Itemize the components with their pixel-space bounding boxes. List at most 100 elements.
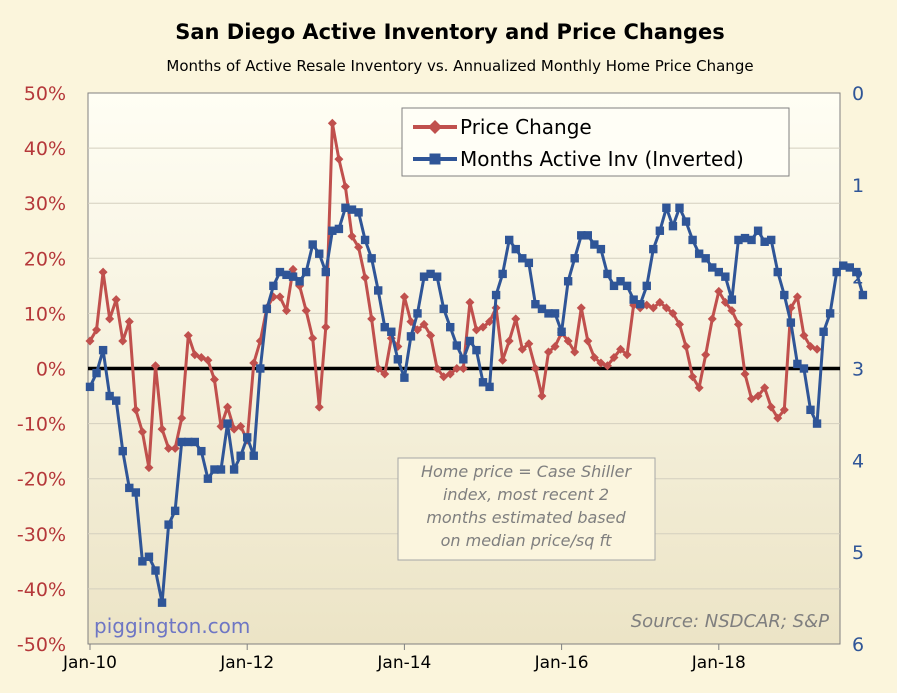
x-tick-label: Jan-18 xyxy=(691,653,746,673)
data-point xyxy=(498,355,508,365)
data-point xyxy=(740,233,750,243)
data-point xyxy=(196,352,206,362)
data-point xyxy=(511,244,520,254)
data-point xyxy=(157,598,167,607)
data-point xyxy=(760,237,769,246)
data-point xyxy=(753,226,763,235)
data-point xyxy=(590,240,599,249)
data-point xyxy=(118,446,127,456)
data-point xyxy=(792,292,802,302)
data-point xyxy=(112,396,121,405)
data-point xyxy=(170,443,180,453)
x-tick-label: Jan-14 xyxy=(376,653,431,673)
data-point xyxy=(131,405,141,415)
data-point xyxy=(642,281,651,291)
data-point xyxy=(177,413,187,423)
data-point xyxy=(236,421,246,431)
data-point xyxy=(354,242,364,252)
x-axis: Jan-10 Jan-12 Jan-14 Jan-16 Jan-18 xyxy=(62,644,746,673)
data-point xyxy=(675,319,684,329)
data-point xyxy=(511,314,521,324)
data-point xyxy=(734,235,743,245)
data-point xyxy=(249,451,258,460)
data-point xyxy=(786,318,796,327)
data-point xyxy=(452,364,462,373)
data-point xyxy=(688,372,698,382)
legend-label-price: Price Change xyxy=(460,115,592,139)
data-point xyxy=(275,267,285,277)
data-point xyxy=(262,304,272,314)
data-point xyxy=(570,347,580,357)
data-point xyxy=(622,350,632,360)
data-point xyxy=(380,322,389,332)
data-point xyxy=(616,277,625,286)
data-point xyxy=(550,341,560,351)
data-point xyxy=(426,269,435,279)
data-point xyxy=(347,205,357,214)
note-line-4: on median price/sq ft xyxy=(441,531,613,550)
data-point xyxy=(256,364,265,373)
data-point xyxy=(164,443,174,453)
data-point xyxy=(419,319,429,329)
x-tick-label: Jan-16 xyxy=(534,653,589,673)
data-point xyxy=(478,322,488,332)
data-point xyxy=(648,303,658,313)
data-point xyxy=(812,419,822,428)
data-point xyxy=(629,295,638,304)
left-tick-label: 0% xyxy=(36,359,66,381)
data-point xyxy=(282,306,291,316)
note-line-2: index, most recent 2 xyxy=(443,485,609,504)
data-point xyxy=(760,383,770,393)
data-point xyxy=(400,373,409,382)
right-tick-label: 1 xyxy=(852,175,864,197)
series-line xyxy=(88,121,818,470)
note-border xyxy=(397,457,656,561)
right-tick-label: 4 xyxy=(852,450,864,472)
data-point xyxy=(314,402,324,412)
right-tick-label: 5 xyxy=(852,542,864,564)
data-point xyxy=(681,341,691,351)
data-point xyxy=(537,304,547,314)
data-point xyxy=(858,290,868,300)
data-point xyxy=(550,309,560,318)
data-point xyxy=(236,451,245,460)
data-point xyxy=(636,300,645,309)
data-point xyxy=(655,226,665,235)
data-point xyxy=(583,231,592,240)
data-point xyxy=(85,336,95,346)
x-tick-label: Jan-12 xyxy=(219,653,274,673)
data-point xyxy=(210,465,219,474)
data-point xyxy=(780,290,789,300)
data-point xyxy=(393,355,403,364)
data-point xyxy=(157,424,167,434)
data-point xyxy=(518,254,527,263)
data-point xyxy=(184,437,193,447)
left-tick-label: 30% xyxy=(24,193,66,215)
data-point xyxy=(524,258,534,268)
data-point xyxy=(517,344,527,354)
data-point xyxy=(151,361,160,371)
data-point xyxy=(609,352,619,362)
data-point xyxy=(478,378,488,387)
data-point xyxy=(806,405,815,415)
data-point xyxy=(347,231,357,241)
data-point xyxy=(229,465,239,474)
data-point xyxy=(668,221,678,231)
data-point xyxy=(544,347,553,357)
data-point xyxy=(111,295,121,305)
data-point xyxy=(773,413,783,423)
data-point xyxy=(354,208,363,217)
data-point xyxy=(432,364,442,373)
data-point xyxy=(576,303,586,313)
data-point xyxy=(249,358,259,368)
data-point xyxy=(563,336,573,346)
data-point xyxy=(832,267,841,277)
data-point xyxy=(223,419,232,428)
data-point xyxy=(465,297,475,307)
data-point xyxy=(459,355,468,364)
data-point xyxy=(85,382,95,392)
data-point xyxy=(577,231,586,240)
series-price-change xyxy=(85,118,822,473)
data-point xyxy=(779,405,789,415)
